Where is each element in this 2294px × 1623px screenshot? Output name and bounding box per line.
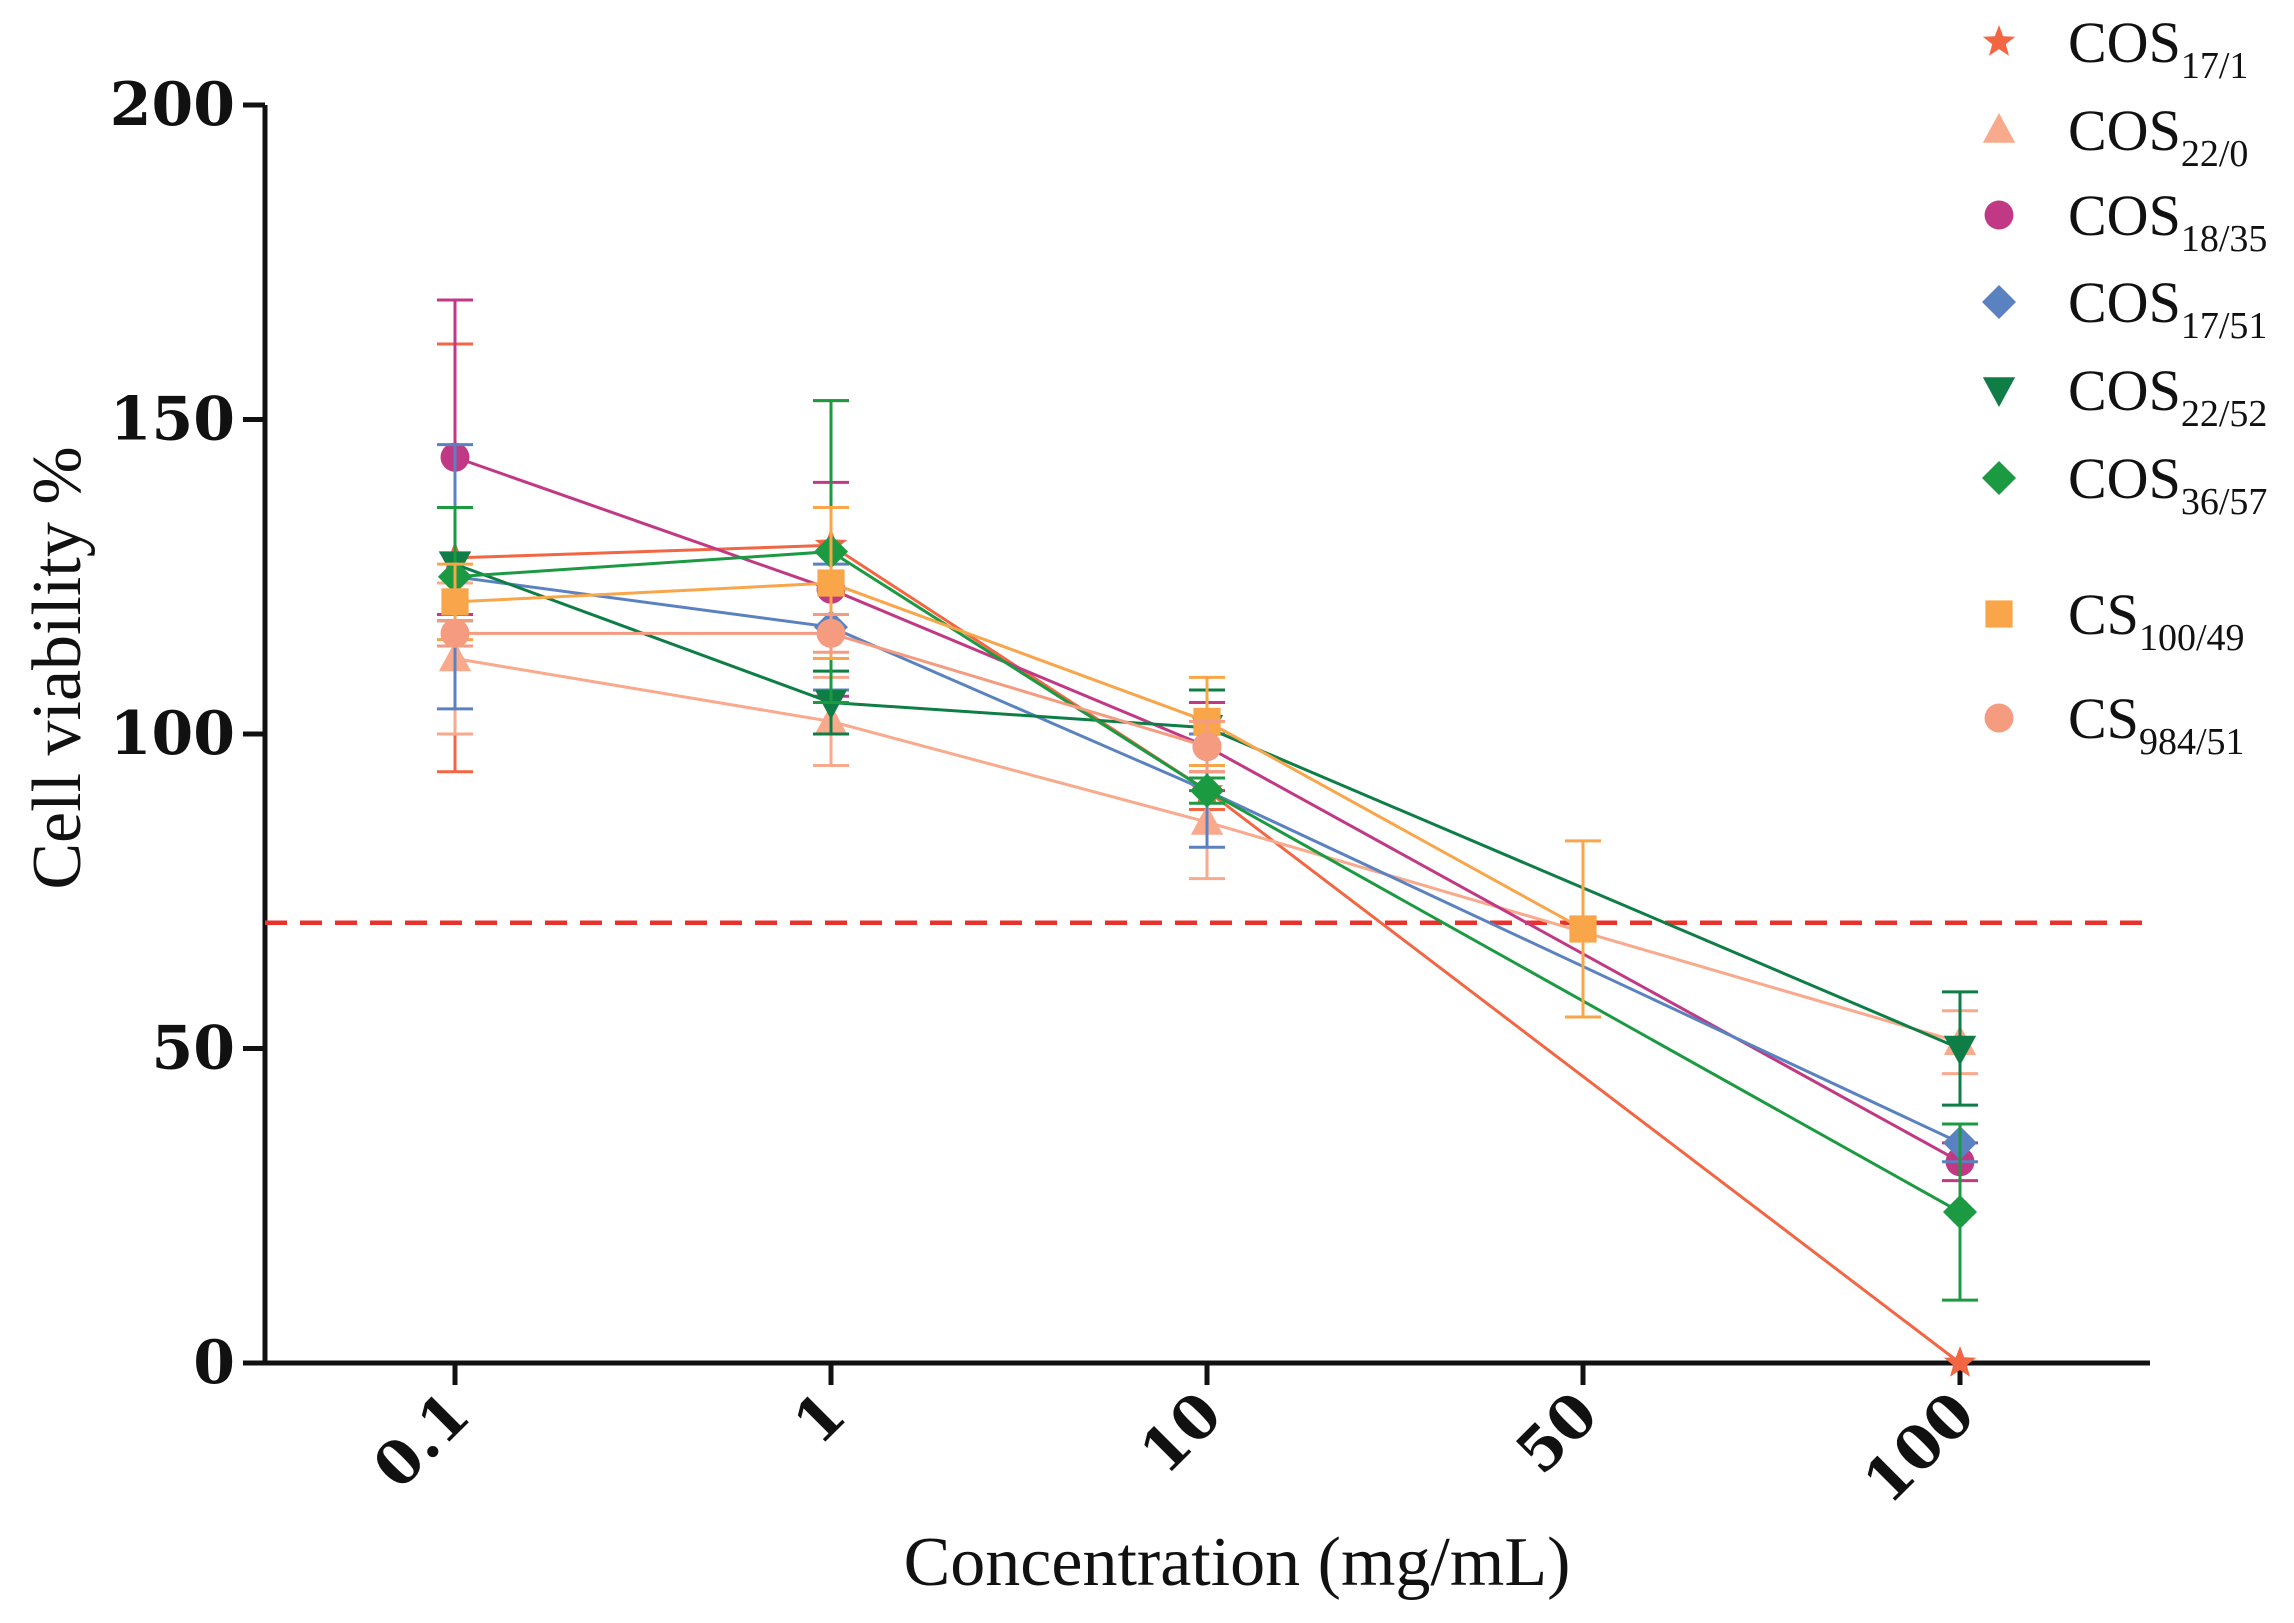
series-line	[454, 550, 1961, 1214]
x-tick-label: 10	[1127, 1379, 1236, 1488]
y-tick-label: 100	[110, 699, 235, 769]
legend-item: COS17/1	[1982, 10, 2248, 87]
y-tick-label: 150	[110, 385, 235, 455]
legend-marker	[1982, 285, 2016, 319]
legend-label-name: CS	[2068, 686, 2139, 751]
legend: COS17/1COS22/0COS18/35COS17/51COS22/52CO…	[1982, 10, 2267, 763]
x-axis-title: Concentration (mg/mL)	[904, 1524, 1571, 1601]
legend-label-name: COS	[2068, 10, 2181, 75]
legend-label: COS22/52	[2068, 358, 2267, 435]
legend-label-subscript: 984/51	[2139, 721, 2245, 763]
legend-label-subscript: 36/57	[2181, 481, 2268, 523]
data-point	[1190, 773, 1224, 808]
data-point	[440, 618, 470, 648]
data-point	[817, 569, 845, 597]
legend-label-name: COS	[2068, 446, 2181, 511]
data-point	[816, 618, 846, 648]
data-point	[1943, 1195, 1977, 1230]
legend-item: COS22/52	[1982, 358, 2267, 435]
legend-label: COS17/51	[2068, 270, 2267, 347]
x-tick-label: 0.1	[360, 1379, 483, 1502]
legend-label-name: COS	[2068, 183, 2181, 248]
legend-label: COS17/1	[2068, 10, 2248, 87]
legend-item: COS17/51	[1982, 270, 2267, 347]
legend-item: COS18/35	[1984, 183, 2267, 260]
legend-label: COS18/35	[2068, 183, 2267, 260]
x-tick-label: 1	[781, 1379, 860, 1458]
legend-item: CS984/51	[1984, 686, 2245, 763]
axes-layer: 0 50 100 150 200 0.1 1 10 50 100	[110, 70, 2150, 1517]
legend-item: COS22/0	[1982, 98, 2248, 175]
data-point	[1943, 1035, 1977, 1066]
legend-label-name: COS	[2068, 358, 2181, 423]
series-layer	[437, 298, 1978, 1377]
y-tick-label: 50	[152, 1014, 236, 1084]
legend-marker	[1982, 25, 2016, 56]
legend-label: COS22/0	[2068, 98, 2248, 175]
legend-label-subscript: 17/51	[2181, 305, 2268, 347]
series-cs-100-49	[437, 506, 1601, 1019]
legend-label-name: COS	[2068, 270, 2181, 335]
legend-label: CS984/51	[2068, 686, 2245, 763]
legend-label: CS100/49	[2068, 582, 2245, 659]
x-tick-label: 50	[1503, 1379, 1612, 1488]
series-cs-984-51	[437, 612, 1225, 774]
x-tick-label: 100	[1851, 1379, 1989, 1517]
legend-marker	[1985, 600, 2013, 628]
data-point	[814, 689, 848, 720]
legend-label-name: CS	[2068, 582, 2139, 647]
legend-item: COS36/57	[1982, 446, 2267, 523]
legend-label: COS36/57	[2068, 446, 2267, 523]
y-tick-label: 200	[110, 70, 235, 140]
legend-marker	[1984, 703, 2014, 733]
legend-label-name: COS	[2068, 98, 2181, 163]
legend-item: CS100/49	[1985, 582, 2245, 659]
series-line	[454, 543, 1961, 1365]
y-axis-title: Cell viability %	[19, 446, 96, 889]
data-point	[441, 588, 469, 616]
legend-label-subscript: 18/35	[2181, 218, 2268, 260]
data-point	[1192, 732, 1222, 762]
legend-marker	[1982, 377, 2016, 407]
legend-label-subscript: 22/52	[2181, 393, 2268, 435]
y-tick-label: 0	[193, 1328, 235, 1398]
data-point	[1569, 915, 1597, 943]
legend-marker	[1982, 461, 2016, 495]
legend-marker	[1984, 200, 2014, 230]
legend-marker	[1982, 113, 2016, 143]
legend-label-subscript: 100/49	[2139, 617, 2245, 659]
legend-label-subscript: 22/0	[2181, 133, 2249, 175]
data-point	[1943, 1346, 1977, 1377]
legend-label-subscript: 17/1	[2181, 45, 2249, 87]
series-line	[454, 581, 1584, 931]
